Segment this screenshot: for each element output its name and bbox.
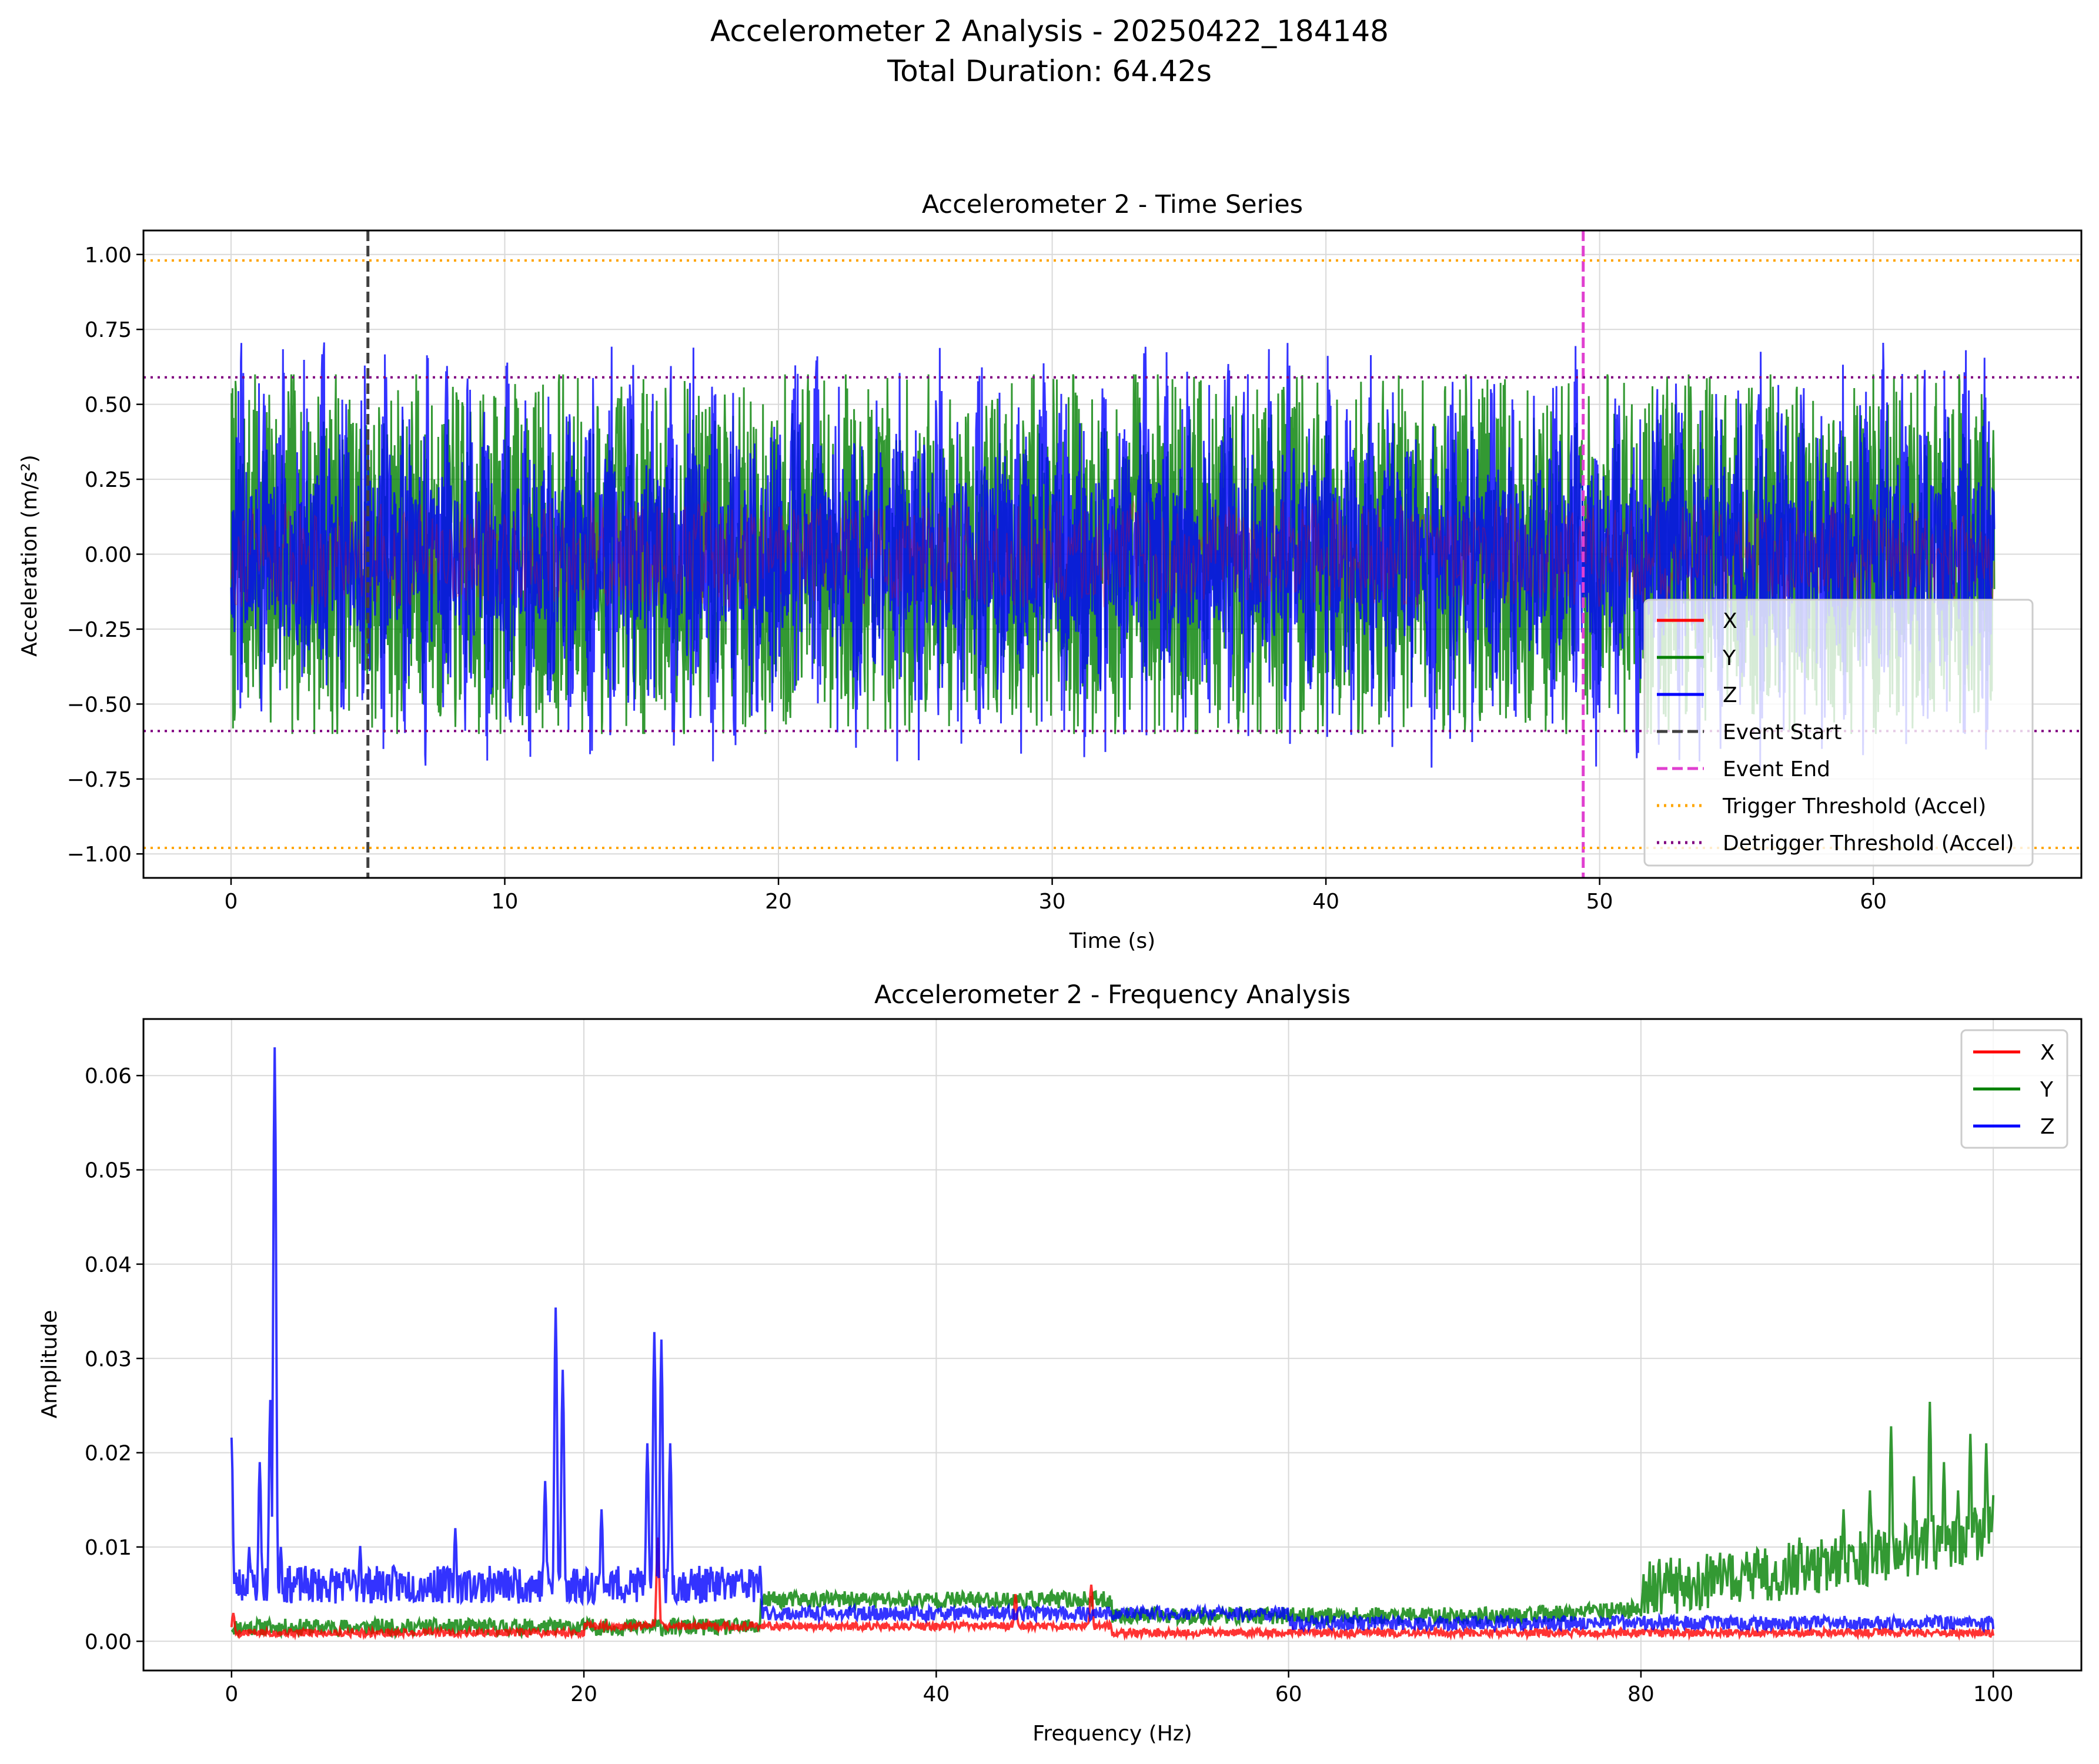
ts-ytick-label: 0.00: [85, 543, 132, 567]
fa-ytick-label: 0.03: [85, 1347, 132, 1371]
suptitle-line1: Accelerometer 2 Analysis - 20250422_1841…: [710, 14, 1389, 48]
ts-xtick-label: 50: [1586, 890, 1613, 914]
ts-ytick-label: 0.25: [85, 468, 132, 492]
frequency-data: [230, 1047, 1995, 1641]
freq-legend-x-label: X: [2040, 1041, 2055, 1065]
frequency-legend: X Y Z: [1960, 1029, 2068, 1149]
suptitle-line2: Total Duration: 64.42s: [887, 54, 1212, 88]
ts-xtick-label: 60: [1860, 890, 1887, 914]
legend-x-label: X: [1723, 609, 1737, 633]
ts-ytick-label: 0.50: [85, 393, 132, 417]
ts-ytick-label: −0.50: [67, 693, 132, 717]
fa-ytick-label: 0.06: [85, 1064, 132, 1088]
ts-xtick-label: 40: [1312, 890, 1339, 914]
ts-ytick-label: −0.25: [67, 618, 132, 642]
ts-ytick-label: −1.00: [67, 843, 132, 867]
ts-ytick-label: −0.75: [67, 768, 132, 792]
time-series-title: Accelerometer 2 - Time Series: [922, 190, 1303, 219]
frequency-xlabel: Frequency (Hz): [1032, 1722, 1192, 1746]
frequency-axes-frame: [142, 1018, 2083, 1672]
legend-trigger-label: Trigger Threshold (Accel): [1722, 794, 1986, 818]
freq-legend-z-label: Z: [2040, 1115, 2055, 1139]
time-series-chart: Accelerometer 2 - Time Series 0 10 20 30 40 5…: [18, 190, 2083, 953]
fa-xtick-label: 100: [1973, 1682, 2014, 1706]
legend-event-start-label: Event Start: [1723, 720, 1842, 744]
time-series-legend-box: [1643, 599, 2034, 867]
series-x-line: [230, 500, 1995, 609]
fa-ytick-label: 0.05: [85, 1159, 132, 1183]
time-series-ticks: 0 10 20 30 40 50 60 −1.00 −0.75 −0.50 −0.25 0.00 0.2…: [67, 243, 1887, 914]
freq-series-y-line: [230, 1401, 1995, 1641]
time-series-legend: X Y Z Event Start Event End Trigger Thre…: [1643, 599, 2034, 867]
ts-ytick-label: 1.00: [85, 243, 132, 268]
time-series-reference-lines: [143, 230, 2081, 878]
ts-ytick-label: 0.75: [85, 318, 132, 342]
freq-series-z-line: [230, 1047, 1995, 1633]
fa-xtick-label: 0: [225, 1682, 238, 1706]
ts-xtick-label: 20: [765, 890, 792, 914]
ts-xtick-label: 0: [225, 890, 238, 914]
series-z-line: [230, 342, 1996, 770]
fa-ytick-label: 0.01: [85, 1536, 132, 1560]
time-series-data: [230, 342, 1996, 770]
ts-xtick-label: 10: [492, 890, 519, 914]
time-series-ylabel: Acceleration (m/s²): [18, 455, 42, 657]
frequency-ylabel: Amplitude: [38, 1310, 62, 1418]
legend-y-label: Y: [1722, 646, 1736, 670]
ts-xtick-label: 30: [1039, 890, 1066, 914]
freq-legend-y-label: Y: [2040, 1078, 2054, 1102]
frequency-chart: Accelerometer 2 - Frequency Analysis 0 20…: [38, 980, 2083, 1746]
legend-event-end-label: Event End: [1723, 757, 1830, 781]
fa-ytick-label: 0.04: [85, 1253, 132, 1277]
legend-detrigger-label: Detrigger Threshold (Accel): [1723, 831, 2014, 856]
fa-xtick-label: 20: [570, 1682, 597, 1706]
time-series-xlabel: Time (s): [1069, 929, 1155, 953]
fa-ytick-label: 0.02: [85, 1442, 132, 1466]
frequency-ticks: 0 20 40 60 80 100 0.00 0.01 0.02 0.03 0.04 0.05 0.06: [85, 1064, 2014, 1706]
frequency-title: Accelerometer 2 - Frequency Analysis: [874, 980, 1351, 1010]
fa-xtick-label: 40: [923, 1682, 950, 1706]
legend-z-label: Z: [1723, 683, 1737, 707]
fa-xtick-label: 80: [1627, 1682, 1655, 1706]
freq-series-x-line: [230, 1537, 1995, 1641]
fa-xtick-label: 60: [1275, 1682, 1302, 1706]
fa-ytick-label: 0.00: [85, 1630, 132, 1654]
